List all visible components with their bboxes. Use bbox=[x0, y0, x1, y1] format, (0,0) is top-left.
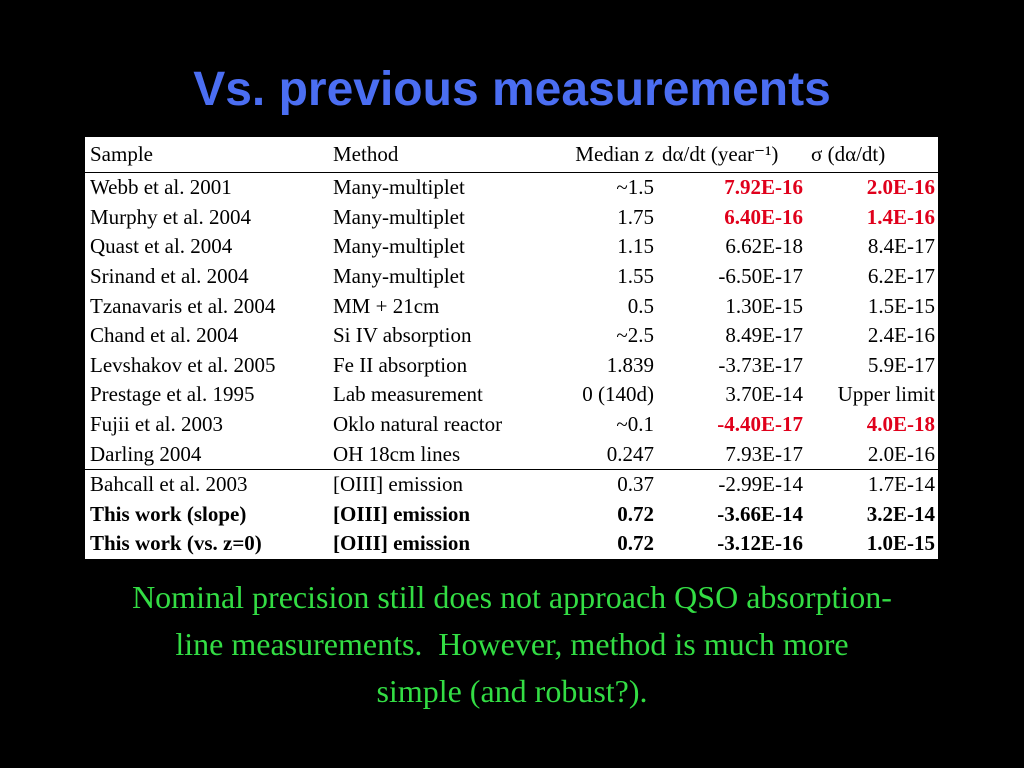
table-cell: ~1.5 bbox=[616, 175, 654, 200]
table-cell: -4.40E-17 bbox=[717, 412, 803, 437]
table-cell: 1.7E-14 bbox=[867, 472, 935, 497]
table-row: Quast et al. 2004 Many-multiplet 1.15 6.62E… bbox=[85, 232, 938, 262]
table-cell: 5.9E-17 bbox=[867, 352, 935, 377]
table-cell: -3.73E-17 bbox=[718, 352, 803, 377]
table-cell: -3.12E-16 bbox=[717, 531, 803, 556]
table-row: Bahcall et al. 2003 [OIII] emission 0.37 -2… bbox=[85, 469, 938, 499]
table-row: Prestage et al. 1995 Lab measurement 0 (14… bbox=[85, 380, 938, 410]
column-header: dα/dt (year⁻¹) bbox=[657, 137, 806, 173]
table-cell: 6.2E-17 bbox=[867, 264, 935, 289]
table-cell: 1.0E-15 bbox=[866, 531, 935, 556]
table-row: Fujii et al. 2003 Oklo natural reactor ~0.… bbox=[85, 410, 938, 440]
column-header: Sample bbox=[85, 137, 328, 173]
column-header: Method bbox=[328, 137, 545, 173]
table-cell: 8.49E-17 bbox=[725, 323, 803, 348]
column-header: Median z bbox=[545, 137, 657, 173]
table-cell: Fujii et al. 2003 bbox=[90, 412, 223, 437]
table-cell: -3.66E-14 bbox=[717, 501, 803, 526]
table-cell: 4.0E-18 bbox=[866, 412, 935, 437]
table-cell: 1.30E-15 bbox=[725, 293, 803, 318]
table-body: Webb et al. 2001 Many-multiplet ~1.5 7.92E-… bbox=[85, 173, 938, 559]
table-cell: Lab measurement bbox=[333, 382, 483, 407]
table-row: Srinand et al. 2004 Many-multiplet 1.55 -6.… bbox=[85, 262, 938, 292]
table-row: Murphy et al. 2004 Many-multiplet 1.75 6.40… bbox=[85, 203, 938, 233]
table-cell: Webb et al. 2001 bbox=[90, 175, 232, 200]
table-row: Chand et al. 2004 Si IV absorption ~2.5 8.4… bbox=[85, 321, 938, 351]
table-cell: 3.2E-14 bbox=[866, 501, 935, 526]
table-cell: [OIII] emission bbox=[333, 472, 464, 497]
table-cell: Levshakov et al. 2005 bbox=[90, 352, 276, 377]
table-cell: Darling 2004 bbox=[85, 439, 328, 470]
footer-text: Nominal precision still does not approac… bbox=[0, 574, 1024, 715]
table-cell: 0 (140d) bbox=[582, 382, 654, 407]
table-cell: Si IV absorption bbox=[333, 323, 472, 348]
table-row: Tzanavaris et al. 2004 MM + 21cm 0.5 1.30E-… bbox=[85, 291, 938, 321]
table-cell: Many-multiplet bbox=[333, 204, 465, 229]
table-cell: This work (slope) bbox=[90, 501, 247, 526]
table-cell: Tzanavaris et al. 2004 bbox=[90, 293, 276, 318]
table-cell: [OIII] emission bbox=[333, 531, 471, 556]
table-cell: -6.50E-17 bbox=[718, 264, 803, 289]
table-cell: Chand et al. 2004 bbox=[90, 323, 239, 348]
table-row: Levshakov et al. 2005 Fe II absorption 1.8… bbox=[85, 351, 938, 381]
table-cell: ~2.5 bbox=[616, 323, 654, 348]
table-cell: [OIII] emission bbox=[333, 501, 471, 526]
table-cell: Upper limit bbox=[837, 382, 935, 407]
table-cell: 7.92E-16 bbox=[724, 175, 803, 200]
table-cell: 2.0E-16 bbox=[866, 175, 935, 200]
table-cell: 7.93E-17 bbox=[657, 439, 806, 470]
footer-line: simple (and robust?). bbox=[376, 673, 648, 709]
table-cell: 1.839 bbox=[606, 352, 654, 377]
table-cell: OH 18cm lines bbox=[328, 439, 545, 470]
table-cell: ~0.1 bbox=[616, 412, 654, 437]
footer-line: line measurements. However, method is mu… bbox=[175, 626, 849, 662]
table-cell: Quast et al. 2004 bbox=[90, 234, 233, 259]
table-row: This work (slope) [OIII] emission 0.72 -3.6… bbox=[85, 500, 938, 530]
table-cell: 1.55 bbox=[617, 264, 654, 289]
table-cell: 1.75 bbox=[617, 204, 654, 229]
table-cell: Oklo natural reactor bbox=[333, 412, 503, 437]
table-cell: 1.4E-16 bbox=[866, 204, 935, 229]
table-cell: Prestage et al. 1995 bbox=[90, 382, 255, 407]
table-row: Darling 2004 OH 18cm lines 0.247 7.93E-17 2.… bbox=[85, 439, 938, 470]
footer-line: Nominal precision still does not approac… bbox=[132, 579, 892, 615]
table-cell: 2.0E-16 bbox=[806, 439, 938, 470]
table-cell: 1.15 bbox=[617, 234, 654, 259]
table-cell: Fe II absorption bbox=[333, 352, 468, 377]
table-cell: Bahcall et al. 2003 bbox=[90, 472, 248, 497]
table-cell: MM + 21cm bbox=[333, 293, 440, 318]
table-cell: 2.4E-16 bbox=[867, 323, 935, 348]
table-cell: 6.62E-18 bbox=[725, 234, 803, 259]
table-cell: 0.37 bbox=[617, 472, 654, 497]
table-cell: 0.72 bbox=[617, 501, 654, 526]
table-row: This work (vs. z=0) [OIII] emission 0.72 -3… bbox=[85, 529, 938, 559]
slide-title: Vs. previous measurements bbox=[193, 63, 831, 116]
table-cell: 0.72 bbox=[617, 531, 654, 556]
table-cell: This work (vs. z=0) bbox=[90, 531, 262, 556]
table-cell: 3.70E-14 bbox=[725, 382, 803, 407]
table-cell: 1.5E-15 bbox=[867, 293, 935, 318]
table-cell: Murphy et al. 2004 bbox=[90, 204, 251, 229]
comparison-table: Sample Method Median z dα/dt (year⁻¹) σ (dα/… bbox=[85, 137, 938, 559]
table-cell: 0.247 bbox=[545, 439, 657, 470]
table-cell: Many-multiplet bbox=[333, 264, 465, 289]
table-cell: Many-multiplet bbox=[333, 175, 465, 200]
table-cell: 8.4E-17 bbox=[867, 234, 935, 259]
table-cell: Many-multiplet bbox=[333, 234, 465, 259]
table-cell: 6.40E-16 bbox=[724, 204, 803, 229]
column-header: σ (dα/dt) bbox=[806, 137, 938, 173]
header-row: Sample Method Median z dα/dt (year⁻¹) σ (dα/… bbox=[85, 137, 938, 173]
table-cell: -2.99E-14 bbox=[718, 472, 803, 497]
table-row: Webb et al. 2001 Many-multiplet ~1.5 7.92E-… bbox=[85, 173, 938, 203]
table-cell: 0.5 bbox=[627, 293, 654, 318]
table-cell: Srinand et al. 2004 bbox=[90, 264, 249, 289]
